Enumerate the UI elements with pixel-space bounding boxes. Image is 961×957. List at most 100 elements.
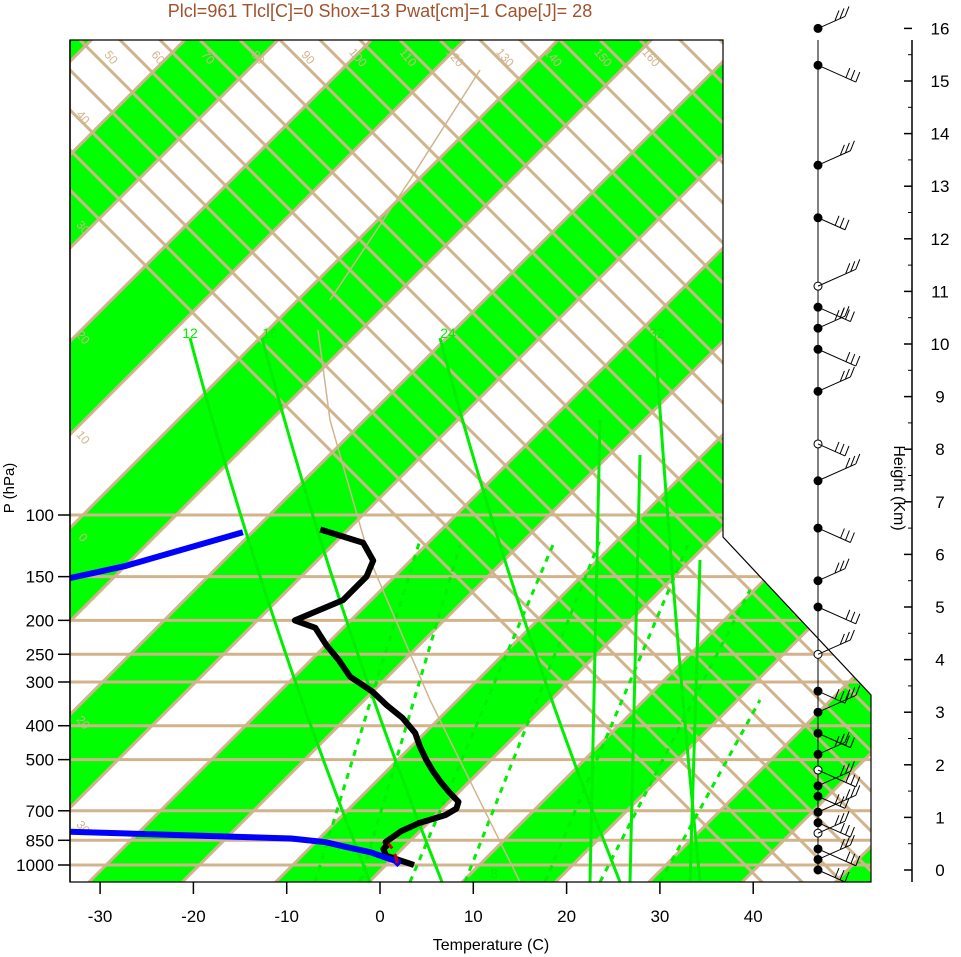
wind-barb-flag — [834, 794, 840, 805]
wind-barb-column — [813, 6, 861, 883]
isotherm-line — [256, 40, 871, 882]
wind-barb-flag — [850, 261, 856, 272]
dry-adiabat-line — [118, 40, 871, 882]
temperature-tick-label: -30 — [88, 907, 113, 926]
wind-barb — [817, 527, 851, 543]
wind-barb — [817, 844, 851, 860]
height-tick-label: 2 — [935, 756, 944, 775]
wind-barb — [817, 443, 846, 457]
wind-barb-flag — [845, 351, 851, 363]
wind-barb-flag — [849, 311, 855, 322]
height-axis-label: Height (Km) — [890, 445, 907, 530]
isotherm-label: 20 — [722, 234, 747, 259]
wind-barb-flag — [834, 867, 840, 879]
wind-barb-flag — [839, 796, 845, 807]
wind-barb-flag — [844, 445, 850, 457]
pressure-tick-label: 1000 — [16, 856, 54, 875]
height-tick-label: 12 — [931, 230, 950, 249]
wind-barb-flag — [844, 219, 850, 230]
isotherm-label: 30 — [722, 124, 747, 149]
wind-barb-flag — [850, 774, 856, 786]
wind-barb — [817, 794, 857, 813]
wind-barb — [817, 64, 857, 83]
isotherm-line — [163, 40, 871, 882]
height-tick-label: 9 — [935, 388, 944, 407]
wind-barb-flag — [844, 763, 850, 774]
mixing-ratio-line — [188, 337, 372, 882]
wind-barb-flag — [839, 8, 845, 19]
wind-barb-flag — [839, 528, 845, 539]
wind-barb-flag — [839, 144, 845, 155]
wind-barb-flag — [855, 776, 861, 788]
wind-barb-flag — [839, 765, 845, 776]
wind-barb-flag — [844, 309, 850, 320]
dry-adiabat-line — [238, 40, 871, 882]
height-tick-label: 5 — [935, 598, 944, 617]
wind-barb-flag — [839, 822, 845, 834]
temperature-tick-label: -20 — [181, 907, 206, 926]
wind-barb-flag — [834, 562, 840, 573]
wind-barb — [817, 268, 857, 287]
height-tick-label: 13 — [931, 177, 950, 196]
wind-barb-flag — [849, 366, 855, 378]
wind-barb-flag — [844, 810, 850, 822]
wind-barb-flag — [850, 853, 856, 864]
height-tick-label: 15 — [931, 72, 950, 91]
wind-barb-flag — [845, 609, 851, 620]
wind-barb-flag — [844, 558, 850, 569]
isotherm-label: 30 — [845, 644, 870, 669]
pressure-tick-label: 150 — [26, 568, 54, 587]
dry-adiabat-line — [518, 40, 871, 882]
wind-barb-flag — [855, 855, 861, 866]
wind-barb-flag — [839, 443, 845, 455]
wind-barb-flag — [845, 457, 851, 469]
wind-barb-flag — [844, 824, 850, 836]
wind-barb-flag — [855, 259, 861, 270]
dry-adiabat-line — [558, 40, 871, 882]
wind-barb-flag — [844, 368, 850, 380]
mixing-ratio-line — [688, 559, 702, 882]
wind-barb-flag — [855, 613, 861, 624]
isotherm-band — [70, 40, 871, 882]
saturation-mixing-line — [408, 539, 557, 882]
wind-barb-flag — [834, 215, 840, 226]
height-tick-label: 7 — [935, 493, 944, 512]
wind-barb-flag — [845, 263, 851, 274]
wind-barb-flag — [849, 737, 855, 748]
wind-barb-flag — [834, 688, 840, 700]
wind-barb-flag — [839, 217, 845, 228]
pressure-tick-label: 100 — [26, 506, 54, 525]
temperature-axis: -30 -20 -10 0 10 20 30 40 — [88, 882, 763, 926]
temperature-tick-label: -10 — [274, 907, 299, 926]
wind-barb-flag — [850, 69, 856, 81]
isotherm-line — [70, 40, 413, 882]
isotherm-label: 10 — [722, 344, 747, 369]
mixing-ratio-lines: 12 16 24 32 3 8 — [182, 325, 762, 882]
dry-adiabat-line — [478, 40, 871, 882]
wind-barb-flag — [855, 355, 861, 367]
wind-barb — [817, 217, 846, 231]
wind-barb-flag — [850, 455, 856, 467]
wind-barb — [817, 568, 846, 582]
wind-barb-flag — [845, 851, 851, 862]
wind-barb-flag — [849, 140, 855, 151]
wind-barb-flag — [849, 826, 855, 838]
dry-adiabat-line — [70, 40, 822, 882]
wind-barb-flag — [844, 631, 850, 643]
isotherm-line — [70, 40, 320, 882]
temperature-profile — [291, 526, 462, 868]
wind-barb-flag — [839, 869, 845, 881]
height-tick-label: 14 — [931, 125, 950, 144]
wind-barb-flag — [855, 453, 861, 465]
height-tick-label: 0 — [935, 861, 944, 880]
wind-level-dot — [813, 23, 823, 33]
wind-barb-flag — [834, 814, 840, 826]
isotherm-line — [70, 40, 693, 882]
mixing-ratio-bottom-label: 3 — [361, 866, 368, 881]
wind-barb-flag — [844, 871, 850, 883]
wind-barb-flag — [839, 690, 845, 702]
isotherm-line — [629, 40, 871, 882]
dry-adiabat-line — [70, 40, 871, 882]
saturation-mixing-line — [543, 539, 692, 882]
